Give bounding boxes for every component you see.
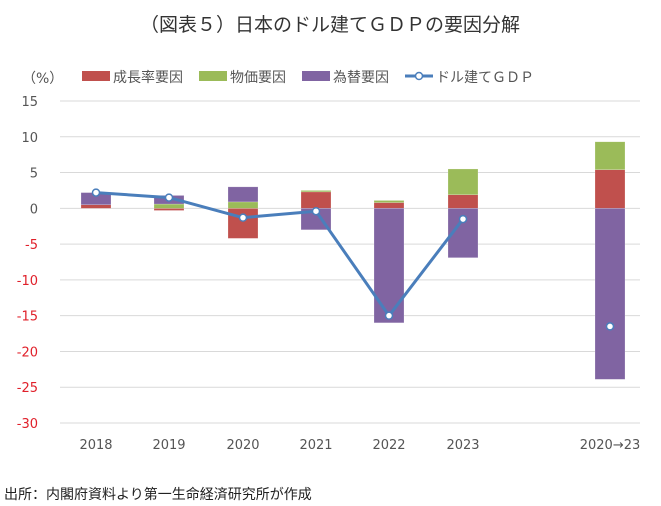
bar-物価要因	[300, 190, 332, 193]
legend-swatch	[199, 71, 227, 81]
bar-物価要因	[594, 141, 626, 170]
x-tick-label: 2020	[226, 438, 259, 453]
y-tick-label: -5	[25, 238, 38, 253]
x-tick-label: 2022	[372, 438, 405, 453]
bar-成長率要因	[594, 169, 626, 209]
bar-為替要因	[373, 208, 405, 324]
bar-物価要因	[447, 168, 479, 195]
legend-label: 成長率要因	[113, 69, 183, 86]
x-tick-label: 2021	[299, 438, 332, 453]
bar-成長率要因	[300, 191, 332, 209]
x-tick-label: 2018	[79, 438, 112, 453]
line-point	[164, 193, 174, 202]
x-tick-label: 2020→23	[580, 438, 641, 453]
bar-物価要因	[153, 203, 185, 209]
bar-成長率要因	[447, 194, 479, 209]
y-tick-label: -20	[17, 345, 38, 360]
source-note: 出所：内閣府資料より第一生命経済研究所が作成	[4, 487, 312, 503]
line-point	[91, 188, 101, 197]
bar-為替要因	[594, 208, 626, 380]
y-tick-label: -15	[17, 310, 38, 325]
legend-swatch	[82, 71, 110, 81]
legend-marker	[414, 71, 424, 81]
bar-成長率要因	[153, 208, 185, 211]
y-tick-label: 0	[30, 202, 38, 217]
x-tick-label: 2019	[152, 438, 185, 453]
line-point	[605, 322, 615, 331]
bar-為替要因	[447, 208, 479, 258]
legend-label: 物価要因	[230, 70, 286, 86]
chart-title: （図表５）日本のドル建てＧＤＰの要因分解	[140, 14, 520, 36]
legend-swatch	[302, 71, 330, 81]
y-axis-label: （%）	[22, 71, 63, 87]
y-tick-label: -10	[17, 274, 38, 289]
line-point	[384, 311, 394, 320]
line-point	[238, 213, 248, 222]
y-tick-label: 10	[21, 131, 38, 146]
chart: （図表５）日本のドル建てＧＤＰの要因分解 15 10 5 0 -5 -10 -15 -20 -25…	[17, 14, 641, 453]
legend-label: ドル建てＧＤＰ	[436, 70, 534, 86]
legend-label: 為替要因	[333, 70, 389, 86]
y-tick-label: -30	[17, 417, 38, 432]
bar-成長率要因	[227, 208, 259, 239]
line-point	[311, 206, 321, 216]
bar-成長率要因	[373, 202, 405, 209]
x-tick-label: 2023	[446, 438, 479, 453]
line-series	[95, 191, 465, 318]
y-tick-label: -25	[17, 381, 38, 396]
bar-物価要因	[227, 201, 259, 209]
bar-物価要因	[373, 200, 405, 203]
y-tick-label: 15	[21, 95, 38, 110]
y-tick-label: 5	[30, 167, 38, 182]
bar-為替要因	[227, 186, 259, 203]
line-point	[458, 214, 468, 224]
bar-成長率要因	[80, 204, 112, 209]
